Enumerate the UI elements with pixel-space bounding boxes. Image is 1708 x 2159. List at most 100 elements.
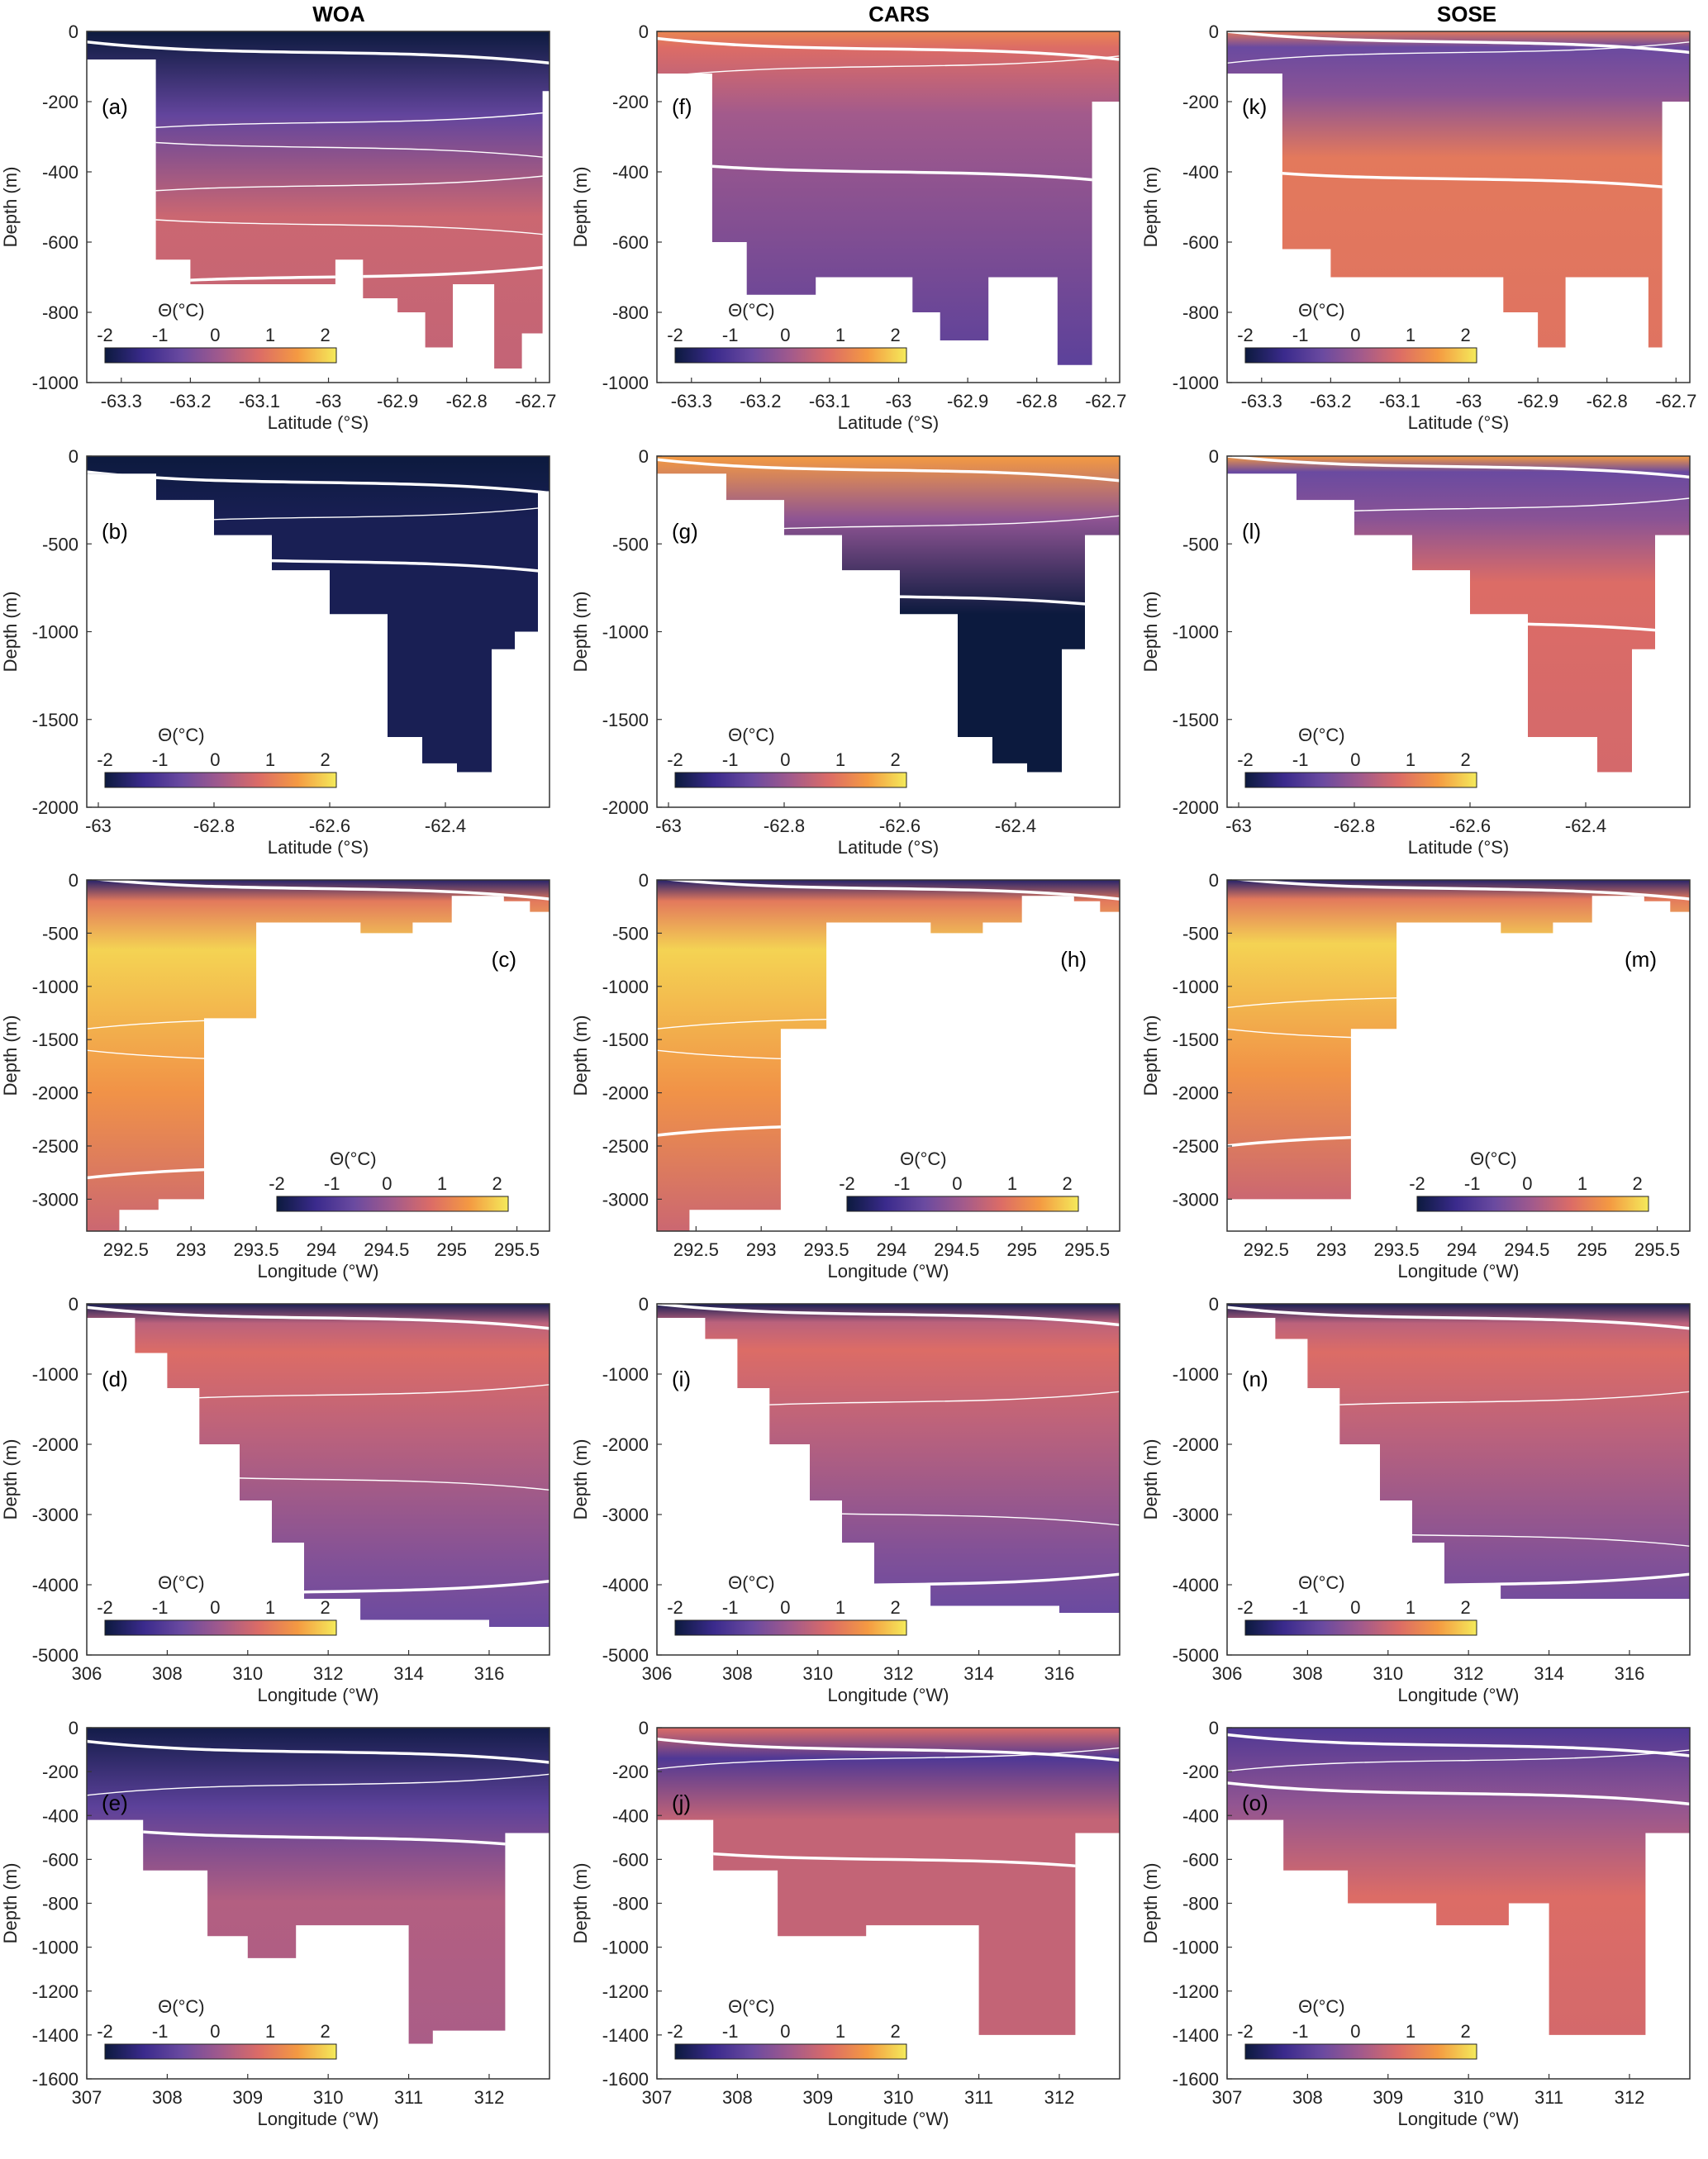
x-tick-label: 311	[964, 2087, 993, 2108]
y-tick-label: 0	[1209, 870, 1219, 891]
y-tick-label: -2000	[1173, 1434, 1219, 1455]
colorbar-tick-label: -1	[1292, 749, 1309, 770]
y-tick-label: -3000	[1173, 1189, 1219, 1210]
x-tick-label: 308	[722, 1663, 753, 1684]
y-tick-label: -800	[42, 302, 79, 323]
colorbar-tick-label: 2	[891, 2021, 901, 2042]
panel-label: (b)	[102, 519, 128, 544]
x-tick-label: 310	[1373, 1663, 1403, 1684]
colorbar	[1416, 1196, 1649, 1212]
colorbar	[674, 1619, 907, 1636]
x-tick-label: 309	[232, 2087, 263, 2108]
colorbar-tick-label: 0	[1350, 749, 1360, 770]
colorbar-tick-label: 2	[1461, 749, 1471, 770]
y-tick-label: -2000	[602, 1083, 649, 1104]
x-tick-label: -62.8	[446, 391, 488, 411]
axes-frame	[1226, 1303, 1691, 1656]
colorbar-tick-label: -1	[894, 1173, 911, 1194]
colorbar-tick-label: -2	[667, 749, 683, 770]
y-tick-label: -800	[1182, 302, 1219, 323]
colorbar-label: Θ(°C)	[728, 300, 774, 321]
colorbar-tick-label: 2	[1461, 325, 1471, 345]
colorbar-tick-label: 0	[780, 2021, 790, 2042]
y-axis-label: Depth (m)	[1140, 167, 1161, 248]
x-tick-label: 311	[1534, 2087, 1563, 2108]
colorbar	[104, 1619, 337, 1636]
colorbar-tick-label: 1	[1406, 325, 1415, 345]
y-tick-label: -500	[612, 534, 649, 554]
colorbar-tick-label: 1	[1406, 2021, 1415, 2042]
x-tick-label: 294	[1447, 1239, 1477, 1260]
colorbar-tick-label: -1	[1292, 1597, 1309, 1618]
colorbar-tick-label: 2	[321, 325, 331, 345]
contour-line	[657, 1747, 1120, 1770]
y-tick-label: -200	[42, 92, 79, 112]
contour-line	[657, 1847, 1120, 1871]
y-tick-label: 0	[69, 1718, 79, 1738]
contour-line	[657, 1738, 1120, 1762]
colorbar-tick-label: -2	[1409, 1173, 1425, 1194]
colorbar-tick-label: -2	[667, 325, 683, 345]
colorbar-tick-label: 0	[780, 1597, 790, 1618]
x-tick-label: -62.4	[425, 816, 466, 836]
colorbar-tick-label: 2	[891, 749, 901, 770]
x-axis-label: Longitude (°W)	[1398, 1261, 1520, 1282]
x-tick-label: 294.5	[1504, 1239, 1549, 1260]
y-tick-label: -800	[1182, 1894, 1219, 1914]
axes-frame	[656, 879, 1120, 1232]
x-axis-label: Longitude (°W)	[828, 2109, 949, 2129]
x-tick-label: -63	[655, 816, 682, 836]
panel-l: -63 -62.8 -62.6 -62.4 0 -500 -1000 -1500 -2000 La…	[1140, 446, 1691, 858]
panel-label: (c)	[492, 947, 516, 972]
y-tick-label: -1000	[602, 1364, 649, 1385]
x-tick-label: -63	[85, 816, 112, 836]
colorbar-tick-label: 1	[265, 1597, 275, 1618]
x-tick-label: -62.7	[1655, 391, 1696, 411]
x-tick-label: 311	[394, 2087, 423, 2108]
y-tick-label: -400	[1182, 162, 1219, 183]
colorbar-label: Θ(°C)	[728, 1572, 774, 1593]
y-tick-label: -1500	[1173, 1030, 1219, 1050]
x-tick-label: -63.3	[101, 391, 142, 411]
colorbar-tick-label: 0	[780, 749, 790, 770]
colorbar-tick-label: 2	[891, 1597, 901, 1618]
x-tick-label: 307	[72, 2087, 102, 2108]
contour-line	[1227, 41, 1690, 64]
panel-m: 292.5 293 293.5 294 294.5 295 295.5 0 -500 -1000 -…	[1140, 870, 1691, 1282]
panel-d: 306 308 310 312 314 3160-1000-2000-3000-4000-…	[0, 1294, 550, 1705]
x-tick-label: 316	[1615, 1663, 1645, 1684]
x-tick-label: 308	[722, 2087, 753, 2108]
x-tick-label: 312	[1615, 2087, 1645, 2108]
x-tick-label: 295	[1006, 1239, 1037, 1260]
y-tick-label: -400	[1182, 1805, 1219, 1826]
x-tick-label: -63.3	[1241, 391, 1282, 411]
y-tick-label: 0	[69, 446, 79, 467]
colorbar-tick-label: 1	[437, 1173, 447, 1194]
colorbar-label: Θ(°C)	[158, 725, 204, 745]
y-tick-label: -1500	[602, 1030, 649, 1050]
colorbar	[1244, 772, 1477, 788]
x-tick-label: 295	[436, 1239, 467, 1260]
theta-field	[1227, 1728, 1690, 2035]
y-tick-label: -600	[42, 1849, 79, 1870]
column-title-woa: WOA	[312, 2, 365, 26]
y-tick-label: -1000	[602, 1938, 649, 1958]
panel-b: -63 -62.8 -62.6 -62.4 0 -500 -1000 -1500 -2000 La…	[0, 446, 550, 858]
colorbar-tick-label: 0	[382, 1173, 392, 1194]
panel-a: -63.3 -63.2 -63.1 -63 -62.9 -62.8 -62.7 0 -200 -4…	[0, 21, 556, 433]
contour-line	[657, 1304, 1120, 1327]
colorbar-tick-label: 0	[952, 1173, 962, 1194]
y-tick-label: -200	[612, 92, 649, 112]
x-tick-label: 293.5	[804, 1239, 849, 1260]
panel-label: (j)	[672, 1790, 691, 1815]
y-tick-label: -3000	[1173, 1505, 1219, 1525]
x-axis-label: Latitude (°S)	[838, 837, 940, 858]
colorbar-tick-label: 2	[321, 749, 331, 770]
colorbar-tick-label: 0	[210, 325, 220, 345]
contour-line	[1227, 1749, 1690, 1772]
x-tick-label: 314	[963, 1663, 994, 1684]
y-tick-label: -3000	[602, 1189, 649, 1210]
axes-frame	[86, 1303, 550, 1656]
y-tick-label: -600	[42, 232, 79, 253]
y-tick-label: -1000	[32, 373, 79, 393]
